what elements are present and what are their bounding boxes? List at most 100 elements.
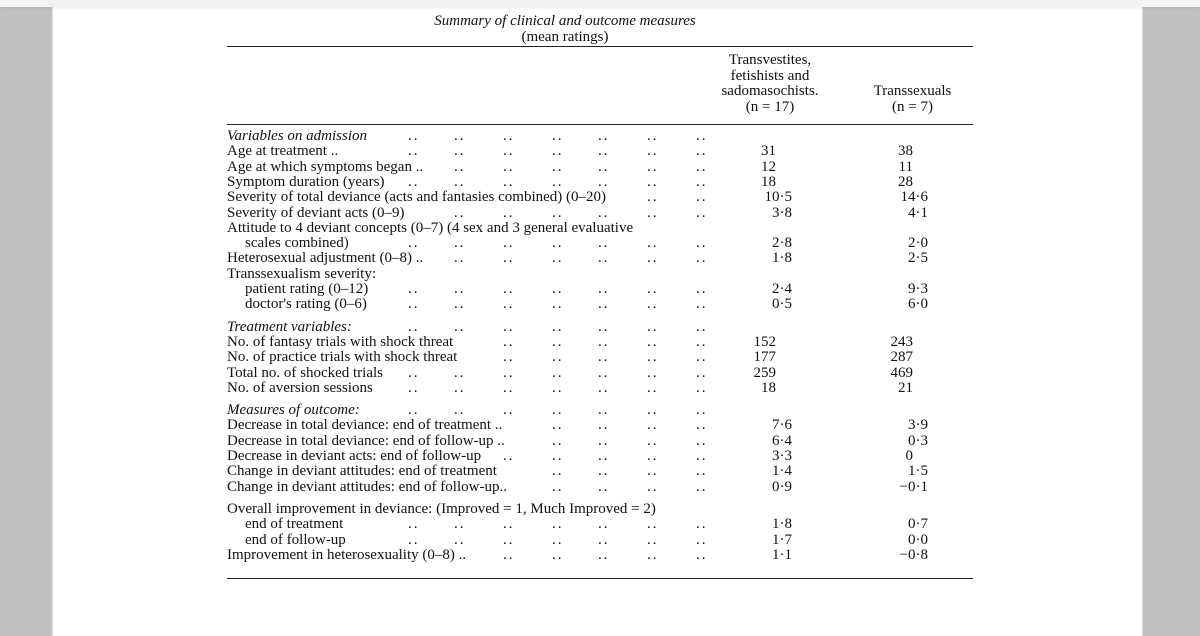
value-transvestites: 12: [761, 158, 776, 175]
leader-dots: ..: [503, 281, 515, 297]
row-label: No. of fantasy trials with shock threat: [227, 333, 454, 350]
bottom-rule: [227, 578, 973, 579]
value-transsexuals: 2·5: [908, 250, 928, 267]
leader-dots: ..: [503, 296, 515, 313]
table-row: patient rating (0–12) 2·4 9·3.............…: [227, 282, 973, 297]
leader-dots: ..: [552, 250, 564, 267]
top-rule: [227, 46, 973, 47]
leader-dots: ..: [454, 379, 466, 396]
row-label: Total no. of shocked trials: [227, 364, 383, 381]
row-label: Decrease in total deviance: end of follo…: [227, 432, 505, 449]
value-transsexuals: 28: [898, 173, 913, 190]
table-row: No. of fantasy trials with shock threat 1…: [227, 333, 973, 350]
header-line: sadomasochists.: [721, 83, 819, 99]
leader-dots: ..: [647, 448, 659, 464]
table-row: Decrease in deviant acts: end of follow-…: [227, 449, 973, 464]
leader-dots: ..: [598, 432, 610, 449]
value-transvestites: 6·4: [772, 432, 792, 449]
table-row: Decrease in total deviance: end of treat…: [227, 418, 973, 433]
leader-dots: ..: [647, 189, 659, 206]
row-label: doctor's rating (0–6): [245, 296, 367, 313]
row-label: Measures of outcome:: [227, 402, 360, 419]
leader-dots: ..: [503, 143, 515, 160]
leader-dots: ..: [503, 250, 515, 267]
value-transvestites: 1·8: [772, 516, 792, 533]
leader-dots: ..: [647, 364, 659, 381]
value-transvestites: 18: [761, 173, 776, 190]
value-transvestites: 1·4: [772, 463, 792, 480]
leader-dots: ..: [647, 281, 659, 297]
leader-dots: ..: [647, 128, 659, 144]
leader-dots: ..: [598, 143, 610, 160]
leader-dots: ..: [454, 281, 466, 297]
value-transsexuals: 469: [890, 364, 914, 381]
table-row: Overall improvement in deviance: (Improv…: [227, 501, 973, 517]
value-transvestites: 2·8: [772, 235, 792, 252]
value-transvestites: 10·5: [764, 189, 793, 206]
leader-dots: ..: [503, 158, 515, 175]
leader-dots: ..: [552, 128, 564, 144]
viewer-right-margin: [1142, 0, 1200, 636]
leader-dots: ..: [552, 204, 564, 221]
table-row: Attitude to 4 deviant concepts (0–7) (4 …: [227, 220, 973, 236]
table-row: Symptom duration (years) 18 28............…: [227, 173, 973, 190]
value-transsexuals: 3·9: [908, 417, 928, 434]
leader-dots: ..: [647, 546, 659, 563]
leader-dots: ..: [647, 143, 659, 160]
leader-dots: ..: [552, 463, 564, 480]
value-transsexuals: 9·3: [908, 281, 928, 297]
row-label: Symptom duration (years): [227, 173, 385, 190]
leader-dots: ..: [598, 158, 610, 175]
value-transsexuals: 2·0: [908, 235, 928, 252]
leader-dots: ..: [552, 296, 564, 313]
value-transvestites: 31: [761, 143, 776, 160]
leader-dots: ..: [552, 235, 564, 252]
table-row: Decrease in total deviance: end of follo…: [227, 432, 973, 449]
leader-dots: ..: [408, 531, 420, 548]
leader-dots: ..: [696, 204, 708, 221]
table-row: Transsexualism severity:: [227, 266, 973, 282]
leader-dots: ..: [454, 250, 466, 267]
table-row: Change in deviant attitudes: end of foll…: [227, 478, 973, 495]
leader-dots: ..: [503, 531, 515, 548]
leader-dots: ..: [454, 158, 466, 175]
header-line: (n = 17): [745, 98, 795, 115]
value-transsexuals: 0: [905, 448, 914, 464]
leader-dots: ..: [503, 448, 515, 464]
leader-dots: ..: [454, 364, 466, 381]
table-row: Total no. of shocked trials 259 469.......…: [227, 364, 973, 381]
leader-dots: ..: [696, 318, 708, 335]
leader-dots: ..: [696, 379, 708, 396]
leader-dots: ..: [552, 173, 564, 190]
leader-dots: ..: [696, 478, 708, 495]
table-row: scales combined) 2·8 2·0..............: [227, 236, 973, 251]
leader-dots: ..: [454, 318, 466, 335]
table-row: No. of practice trials with shock threat…: [227, 350, 973, 365]
leader-dots: ..: [696, 364, 708, 381]
row-label: Treatment variables:: [227, 318, 352, 335]
column-header-transsexuals: Transsexuals (n = 7): [850, 83, 975, 115]
leader-dots: ..: [408, 379, 420, 396]
row-label: No. of practice trials with shock threat: [227, 349, 458, 366]
leader-dots: ..: [503, 364, 515, 381]
leader-dots: ..: [552, 143, 564, 160]
section-heading-row: Measures of outcome:..............: [227, 403, 973, 418]
value-transsexuals: 4·1: [908, 204, 928, 221]
leader-dots: ..: [647, 402, 659, 419]
row-label: Decrease in deviant acts: end of follow-…: [227, 448, 482, 464]
value-transvestites: 1·8: [772, 250, 792, 267]
leader-dots: ..: [598, 379, 610, 396]
value-transsexuals: 243: [890, 333, 914, 350]
leader-dots: ..: [552, 516, 564, 533]
table-subtitle: (mean ratings): [521, 29, 609, 45]
value-transvestites: 177: [753, 349, 777, 366]
leader-dots: ..: [647, 235, 659, 252]
leader-dots: ..: [598, 204, 610, 221]
table-row: Age at treatment .. 31 38..............: [227, 144, 973, 159]
value-transvestites: 18: [761, 379, 776, 396]
value-transsexuals: −0·8: [899, 546, 928, 563]
leader-dots: ..: [503, 128, 515, 144]
leader-dots: ..: [696, 128, 708, 144]
leader-dots: ..: [598, 463, 610, 480]
header-line: fetishists and: [730, 67, 810, 84]
